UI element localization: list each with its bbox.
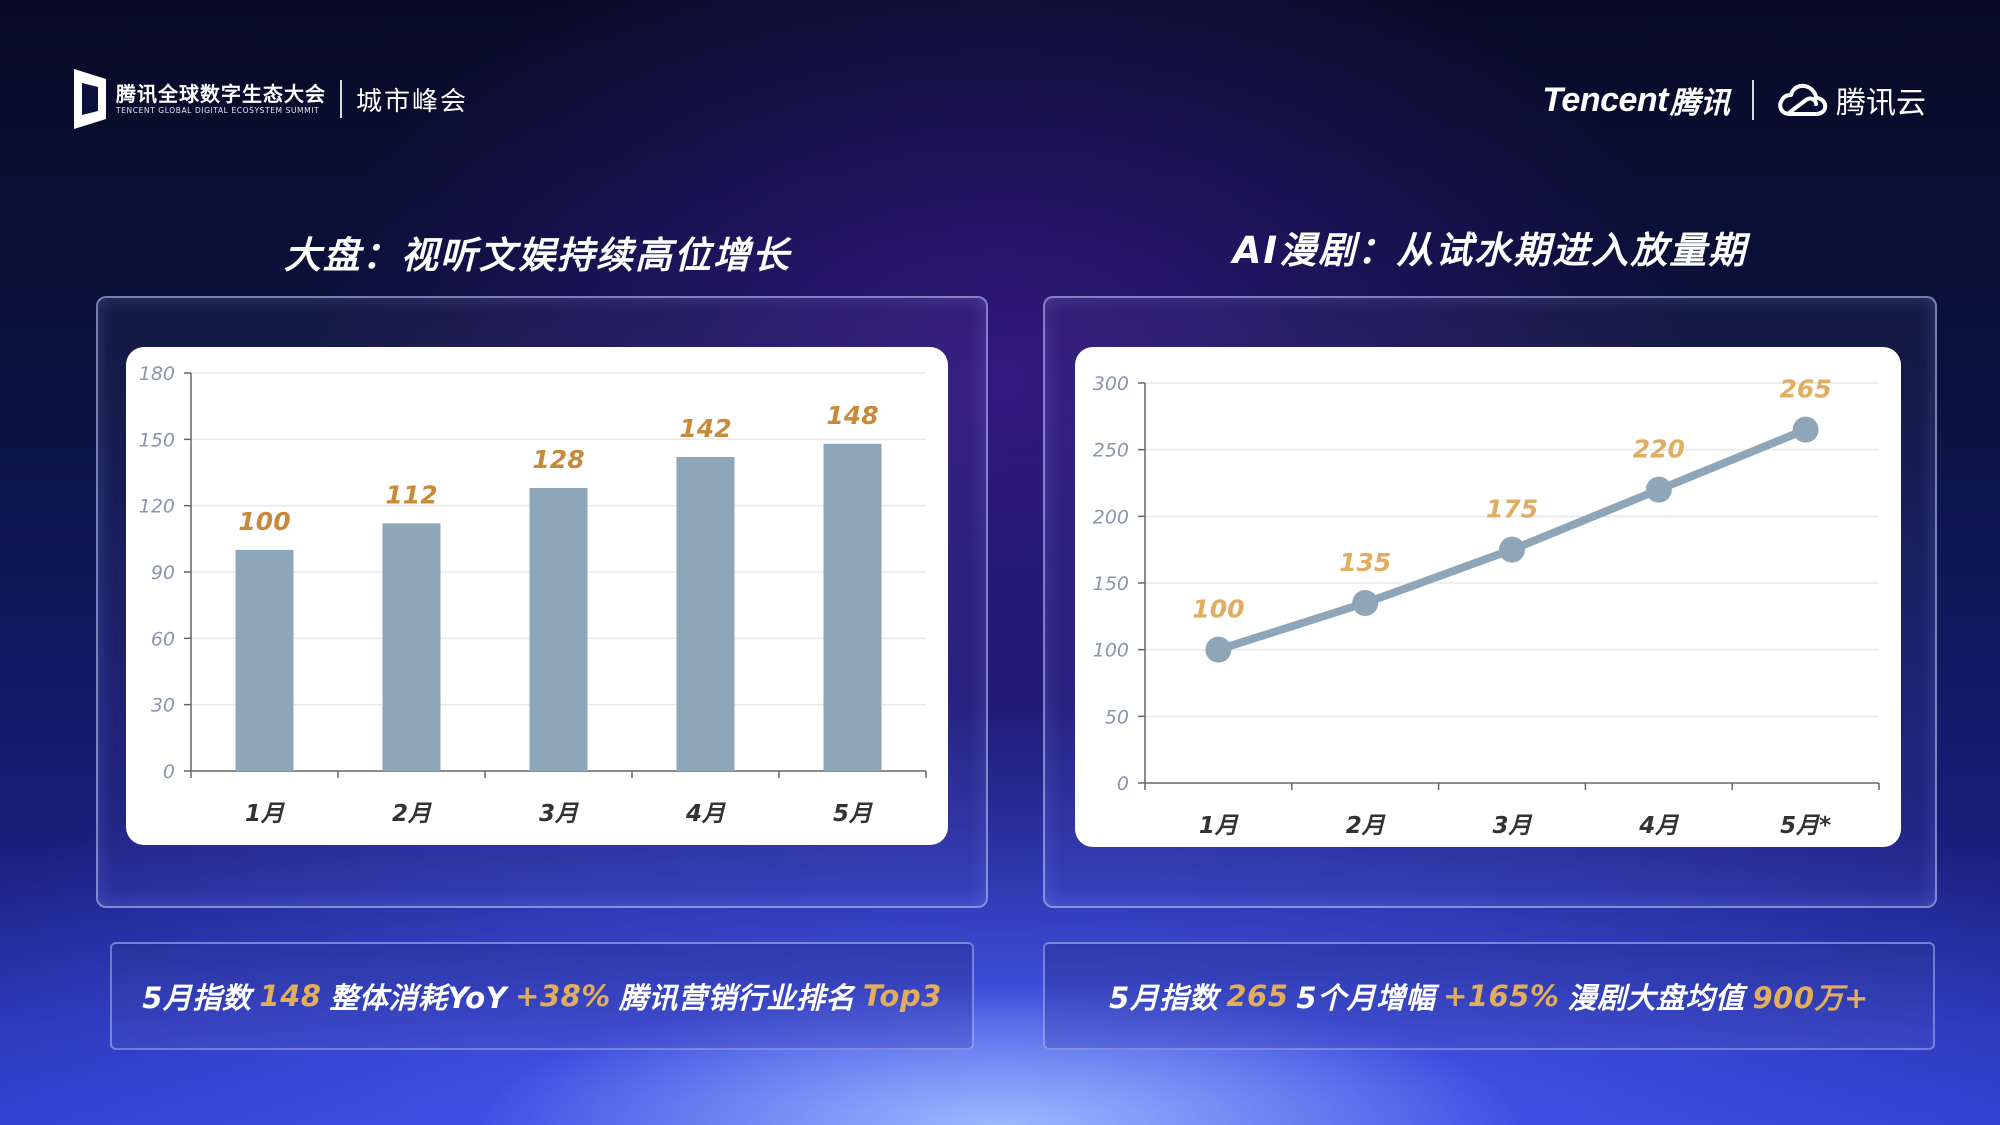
- right-chart-card: 0 50 100 150 200 250 300 1月 2月 3月 4月 5月* 100 135 175 22…: [1075, 347, 1901, 847]
- summit-name-en: TENCENT GLOBAL DIGITAL ECOSYSTEM SUMMIT: [116, 106, 320, 115]
- bar-value-label: 142: [679, 414, 731, 443]
- bar-value-label: 100: [238, 507, 290, 536]
- header-divider: [340, 80, 342, 118]
- city-summit-label: 城市峰会: [356, 86, 469, 117]
- right-footer-value-1: 265: [1226, 979, 1289, 1013]
- line-value-label: 265: [1780, 375, 1832, 404]
- line-point: [1645, 476, 1672, 503]
- right-panel-title: AI漫剧：从试水期进入放量期: [1232, 229, 1748, 272]
- left-footer-summary: 5月指数 148 整体消耗YoY +38% 腾讯营销行业排名 Top3: [110, 942, 974, 1050]
- line-point: [1792, 416, 1819, 443]
- left-footer-text-1: 5月指数: [142, 981, 252, 1015]
- bar: [382, 523, 441, 771]
- tencent-brand-en: Tencent: [1542, 80, 1668, 119]
- line-value-label: 220: [1633, 435, 1685, 464]
- bar-chart-category-label: 4月: [685, 801, 726, 827]
- bar-chart-category-label: 1月: [245, 801, 285, 827]
- bar-chart-ytick-label: 90: [151, 562, 175, 584]
- line-chart-ytick-label: 50: [1105, 706, 1129, 728]
- right-footer-text-1: 5月指数: [1109, 981, 1219, 1015]
- bar-chart-category-label: 2月: [392, 801, 432, 827]
- bar-value-label: 112: [385, 480, 437, 509]
- left-panel-title: 大盘：视听文娱持续高位增长: [284, 234, 791, 277]
- bar-chart-ytick-label: 60: [151, 628, 175, 650]
- left-chart-card: 0 30 60 90 120 150 180 1月 2月 3月 4月 5月 100 112 128 142 14…: [126, 347, 948, 845]
- bar: [676, 457, 735, 771]
- summit-name: 腾讯全球数字生态大会 TENCENT GLOBAL DIGITAL ECOSYS…: [116, 82, 326, 116]
- line-chart: 0 50 100 150 200 250 300 1月 2月 3月 4月 5月* 100 135 175 22…: [1093, 373, 1880, 839]
- right-footer-value-2: +165%: [1443, 979, 1560, 1013]
- bar-chart-ytick-label: 30: [151, 695, 175, 717]
- line-point: [1352, 590, 1379, 616]
- summit-name-cn: 腾讯全球数字生态大会: [116, 82, 326, 106]
- line-chart-ytick-label: 150: [1093, 573, 1129, 595]
- bar-chart-ytick-label: 0: [163, 761, 175, 783]
- line-chart-category-label: 5月*: [1780, 813, 1831, 839]
- left-footer-text-3: 腾讯营销行业排名: [618, 981, 855, 1015]
- line-chart-ytick-label: 0: [1117, 773, 1129, 795]
- left-footer-text-2: 整体消耗YoY: [329, 981, 508, 1015]
- right-footer-text-2: 5个月增幅: [1296, 981, 1436, 1015]
- left-footer-value-2: +38%: [515, 979, 611, 1013]
- line-value-label: 135: [1339, 548, 1391, 577]
- line-point: [1205, 636, 1232, 663]
- bar-chart-ytick-label: 120: [139, 496, 175, 518]
- line-chart-ytick-label: 200: [1093, 506, 1129, 528]
- tencent-cloud-label: 腾讯云: [1836, 86, 1926, 121]
- bar-chart-ytick-label: 150: [139, 429, 175, 451]
- tencent-logos: Tencent 腾讯 腾讯云: [1542, 78, 1926, 122]
- bar-chart-ytick-label: 180: [139, 363, 175, 385]
- line-chart-ytick-label: 300: [1093, 373, 1129, 395]
- line-chart-ytick-label: 250: [1093, 440, 1129, 462]
- line-chart-category-label: 1月: [1199, 813, 1239, 839]
- left-footer-value-3: Top3: [862, 979, 942, 1013]
- bar-chart-category-label: 3月: [539, 801, 579, 827]
- line-chart-ytick-label: 100: [1093, 640, 1129, 662]
- bar-value-label: 148: [826, 401, 878, 430]
- line-value-label: 175: [1486, 495, 1538, 524]
- right-footer-summary: 5月指数 265 5个月增幅 +165% 漫剧大盘均值 900万+: [1043, 942, 1935, 1050]
- bar-chart: 0 30 60 90 120 150 180 1月 2月 3月 4月 5月 100 112 128 142 14…: [139, 363, 927, 827]
- bar-value-label: 128: [532, 445, 584, 474]
- line-chart-category-label: 3月: [1492, 813, 1532, 839]
- bar-chart-category-label: 5月: [833, 801, 873, 827]
- line-chart-category-label: 4月: [1638, 813, 1679, 839]
- tencent-brand-cn: 腾讯: [1670, 86, 1730, 121]
- bar: [529, 487, 588, 771]
- summit-logo: 腾讯全球数字生态大会 TENCENT GLOBAL DIGITAL ECOSYS…: [74, 68, 468, 130]
- line-chart-category-label: 2月: [1346, 813, 1386, 839]
- left-footer-value-1: 148: [259, 979, 322, 1013]
- right-footer-text-3: 漫剧大盘均值: [1567, 981, 1745, 1015]
- right-footer-value-3: 900万+: [1752, 981, 1869, 1015]
- line-value-label: 100: [1192, 595, 1244, 624]
- bar: [235, 549, 294, 771]
- brand-divider: [1752, 80, 1754, 120]
- bar: [823, 443, 882, 771]
- tencent-cloud-icon: [1778, 83, 1828, 116]
- summit-mark-icon: [74, 69, 106, 129]
- line-point: [1499, 536, 1525, 563]
